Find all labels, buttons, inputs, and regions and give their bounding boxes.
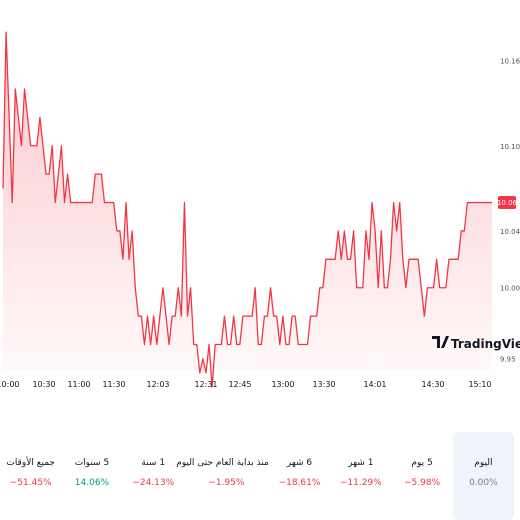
period-4[interactable]: منذ بداية العام حتى اليوم −1.95% [176,432,269,520]
period-change: −18.61% [278,478,321,488]
period-change: 0.00% [469,478,498,488]
y-tick-label: 10.04 [500,228,520,236]
period-change: −24.13% [132,478,175,488]
x-axis: 10:00 10:30 11:00 11:30 12:03 12:31 12:45 13:00… [0,380,492,389]
area-fill [3,32,492,388]
period-change: −5.98% [404,478,441,488]
x-tick-label: 10:00 [0,380,20,389]
x-tick-label: 10:30 [32,380,55,389]
period-change: 14.06% [74,478,110,488]
y-tick-label: 10.00 [500,285,520,293]
x-tick-label: 11:30 [102,380,125,389]
period-6[interactable]: 5 سنوات 14.06% [61,432,122,520]
period-1[interactable]: 5 يوم −5.98% [391,432,452,520]
period-label: 6 شهر [286,458,313,468]
period-3[interactable]: 6 شهر −18.61% [269,432,330,520]
x-tick-label: 12:45 [228,380,251,389]
price-chart: 10:00 10:30 11:00 11:30 12:03 12:31 12:45 13:00… [0,31,520,389]
x-tick-label: 11:00 [67,380,90,389]
tradingview-logo[interactable]: TradingView [432,336,520,351]
period-change: −51.45% [9,478,52,488]
y-axis: 9.95 10.00 10.04 10.10 10.16 [500,58,520,364]
x-tick-label: 14:30 [421,380,444,389]
last-price-label: 10.06 [497,199,518,207]
period-label: اليوم [474,458,493,468]
x-tick-label: 14:01 [363,380,386,389]
price-line [2,31,492,388]
last-price-tag: 10.06 [497,196,518,210]
y-tick-label: 10.16 [500,58,520,66]
performance-periods: اليوم 0.00% 5 يوم −5.98% 1 شهر −11.29% 6 شهر −1… [0,432,520,520]
y-tick-label: 9.95 [500,356,516,364]
tradingview-icon [432,336,449,348]
period-label: جميع الأوقات [6,458,55,468]
y-tick-label: 10.10 [500,143,520,151]
period-2[interactable]: 1 شهر −11.29% [330,432,391,520]
price-area [3,32,492,388]
period-label: 5 يوم [411,458,433,468]
tradingview-wordmark: TradingView [451,337,520,351]
period-change: −11.29% [339,478,382,488]
period-label: 5 سنوات [74,458,110,468]
period-5[interactable]: 1 سنة −24.13% [123,432,184,520]
x-tick-label: 15:10 [468,380,491,389]
x-tick-label: 13:00 [271,380,294,389]
period-label: 1 شهر [348,458,374,468]
x-tick-label: 13:30 [312,380,335,389]
period-0[interactable]: اليوم 0.00% [452,432,514,520]
period-change: −1.95% [208,478,245,488]
period-7[interactable]: جميع الأوقات −51.45% [0,432,61,520]
series-line [2,31,492,388]
x-tick-label: 12:31 [194,380,217,389]
x-tick-label: 12:03 [146,380,169,389]
period-label: منذ بداية العام حتى اليوم [176,458,269,468]
period-label: 1 سنة [141,458,166,468]
